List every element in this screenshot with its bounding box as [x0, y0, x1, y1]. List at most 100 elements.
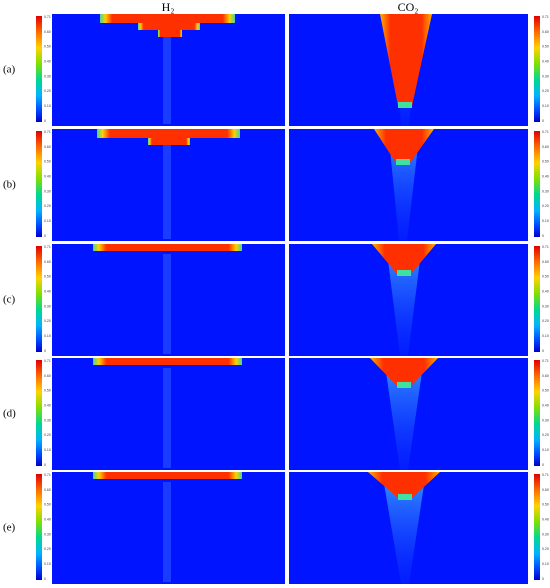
co2-plume-tip — [396, 159, 410, 165]
colorbar-tick-label: 0.20 — [542, 547, 549, 551]
colorbar-tick-label: 0.30 — [44, 74, 51, 78]
colorbar-tick-label: 0.30 — [542, 418, 549, 422]
colorbar-tick-label: 0 — [542, 119, 544, 123]
colorbar-tick-label: 0.60 — [44, 374, 51, 378]
colorbar-tick-label: 0.50 — [542, 503, 549, 507]
colorbar-tick-label: 0.71 — [542, 473, 549, 477]
co2-plume — [380, 14, 432, 106]
colorbar-tick-label: 0.10 — [542, 334, 549, 338]
colorbar-tick-label: 0 — [44, 234, 46, 238]
plume-tail — [163, 139, 171, 239]
colorbar-tick-label: 0.71 — [44, 15, 51, 19]
colorbar-tick-label: 0.50 — [44, 389, 51, 393]
colorbar — [534, 360, 540, 466]
colorbar-tick-label: 0.20 — [542, 319, 549, 323]
co2-plume-tip — [398, 494, 412, 500]
colorbar-tick-label: 0 — [542, 463, 544, 467]
colorbar-tick-label: 0.20 — [542, 89, 549, 93]
colorbar-tick-label: 0.60 — [542, 374, 549, 378]
colorbar-tick-label: 0.60 — [44, 488, 51, 492]
colorbar-tick-label: 0.30 — [44, 189, 51, 193]
plume-tail — [163, 254, 171, 354]
colorbar-tick-label: 0.30 — [542, 74, 549, 78]
colorbar-tick-label: 0.60 — [542, 30, 549, 34]
colorbar-tick-label: 0.30 — [44, 532, 51, 536]
h2-plume — [158, 30, 182, 37]
colorbar-tick-label: 0.40 — [44, 289, 51, 293]
colorbar-tick-label: 0.71 — [542, 130, 549, 134]
colorbar-tick-label: 0.60 — [542, 488, 549, 492]
h2-plume — [97, 129, 240, 138]
colorbar-tick-label: 0.40 — [44, 517, 51, 521]
h2-plume — [100, 14, 235, 23]
row-label: (b) — [3, 179, 16, 191]
colorbar-tick-label: 0.40 — [542, 289, 549, 293]
colorbar-tick-label: 0.71 — [542, 15, 549, 19]
colorbar — [36, 474, 42, 580]
colorbar-tick-label: 0.30 — [542, 532, 549, 536]
colorbar-tick-label: 0.71 — [44, 130, 51, 134]
colorbar-tick-label: 0.60 — [542, 145, 549, 149]
colorbar-tick-label: 0 — [44, 119, 46, 123]
colorbar-tick-label: 0.71 — [44, 473, 51, 477]
co2-tail — [382, 472, 426, 584]
colorbar — [36, 360, 42, 466]
colorbar-tick-label: 0.20 — [44, 204, 51, 208]
colorbar-tick-label: 0.10 — [44, 219, 51, 223]
colorbar-tick-label: 0.40 — [542, 59, 549, 63]
co2-plume — [370, 358, 438, 386]
co2-tail — [386, 244, 422, 356]
colorbar-tick-label: 0.71 — [44, 245, 51, 249]
co2-plume — [368, 472, 440, 498]
colorbar-tick-label: 0 — [44, 349, 46, 353]
co2-plume-tip — [397, 270, 411, 276]
colorbar-tick-label: 0.71 — [542, 359, 549, 363]
column-header: H₂ — [162, 0, 175, 14]
colorbar-tick-label: 0.71 — [44, 359, 51, 363]
colorbar-tick-label: 0.60 — [542, 260, 549, 264]
colorbar-tick-label: 0.20 — [44, 319, 51, 323]
colorbar-tick-label: 0.10 — [542, 448, 549, 452]
colorbar-tick-label: 0.10 — [44, 448, 51, 452]
h2-plume — [138, 23, 200, 30]
plume-tail — [163, 24, 171, 124]
colorbar — [534, 16, 540, 122]
colorbar-tick-label: 0 — [44, 577, 46, 581]
colorbar-tick-label: 0.20 — [542, 433, 549, 437]
colorbar-tick-label: 0.10 — [542, 219, 549, 223]
colorbar-tick-label: 0.40 — [44, 59, 51, 63]
colorbar-tick-label: 0.40 — [44, 403, 51, 407]
colorbar-tick-label: 0.10 — [44, 104, 51, 108]
h2-plume — [93, 244, 242, 251]
colorbar-tick-label: 0.50 — [44, 160, 51, 164]
colorbar — [534, 474, 540, 580]
colorbar-tick-label: 0.60 — [44, 30, 51, 34]
colorbar-tick-label: 0.50 — [542, 160, 549, 164]
colorbar-tick-label: 0.50 — [44, 275, 51, 279]
colorbar-tick-label: 0.10 — [542, 104, 549, 108]
colorbar — [534, 246, 540, 352]
colorbar-tick-label: 0 — [542, 577, 544, 581]
co2-plume — [374, 129, 434, 163]
row-label: (d) — [3, 408, 16, 420]
colorbar-tick-label: 0.20 — [44, 547, 51, 551]
row-label: (e) — [3, 522, 16, 534]
colorbar-tick-label: 0.10 — [44, 562, 51, 566]
colorbar-tick-label: 0 — [542, 349, 544, 353]
colorbar — [36, 16, 42, 122]
plume-tail — [163, 368, 171, 468]
colorbar-tick-label: 0.30 — [542, 189, 549, 193]
colorbar-tick-label: 0.30 — [44, 304, 51, 308]
co2-plume-tip — [398, 102, 412, 108]
colorbar — [36, 131, 42, 237]
column-header: CO₂ — [398, 0, 419, 14]
colorbar-tick-label: 0.20 — [44, 89, 51, 93]
h2-plume — [93, 472, 242, 479]
colorbar-tick-label: 0.30 — [44, 418, 51, 422]
co2-plume-tip — [397, 382, 411, 388]
colorbar-tick-label: 0.50 — [542, 275, 549, 279]
colorbar-tick-label: 0.20 — [542, 204, 549, 208]
colorbar-tick-label: 0.50 — [542, 45, 549, 49]
colorbar-tick-label: 0.71 — [542, 245, 549, 249]
